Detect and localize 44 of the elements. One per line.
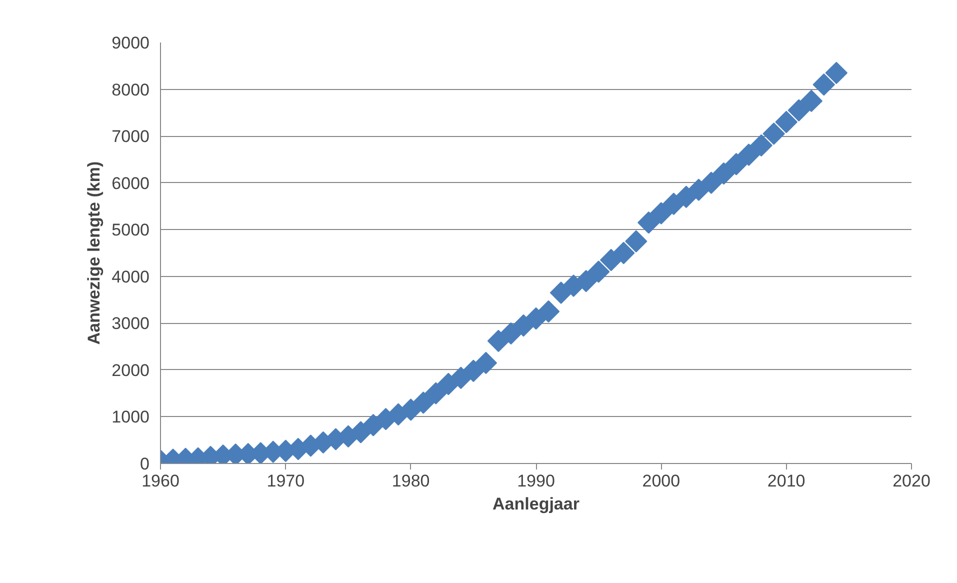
point bbox=[638, 211, 660, 234]
point bbox=[450, 366, 472, 390]
point bbox=[537, 300, 560, 323]
point bbox=[500, 322, 522, 345]
point bbox=[800, 90, 822, 112]
y-tick-label: 9000 bbox=[112, 34, 150, 52]
point bbox=[825, 62, 848, 84]
point bbox=[700, 172, 722, 194]
point bbox=[762, 122, 785, 145]
y-tick-label: 1000 bbox=[112, 408, 150, 427]
y-tick-label: 5000 bbox=[112, 220, 150, 240]
x-tick-label: 2010 bbox=[767, 472, 806, 490]
x-tick-label: 1990 bbox=[517, 472, 555, 490]
point bbox=[712, 162, 735, 185]
point bbox=[725, 153, 748, 176]
x-tick-label: 1960 bbox=[142, 472, 180, 490]
y-tick-label: 7000 bbox=[112, 127, 150, 146]
point bbox=[487, 330, 510, 352]
y-tick-label: 6000 bbox=[112, 174, 150, 193]
x-tick-label: 1970 bbox=[266, 472, 305, 490]
point bbox=[738, 144, 760, 166]
point bbox=[612, 242, 635, 264]
x-axis-title: Aanlegjaar bbox=[492, 494, 580, 514]
x-tick-label: 1980 bbox=[392, 472, 430, 490]
point bbox=[587, 260, 610, 283]
y-tick-label: 0 bbox=[140, 454, 150, 474]
y-tick-label: 3000 bbox=[112, 314, 150, 334]
x-tick-label: 2000 bbox=[642, 472, 680, 490]
y-axis-title: Aanwezige lengte (km) bbox=[84, 161, 104, 345]
y-tick-label: 2000 bbox=[112, 360, 150, 380]
point bbox=[662, 192, 685, 215]
point bbox=[788, 99, 810, 122]
point bbox=[812, 73, 835, 96]
point bbox=[750, 134, 772, 157]
point bbox=[775, 110, 798, 134]
point bbox=[650, 202, 672, 224]
point bbox=[462, 360, 485, 382]
y-tick-label: 8000 bbox=[112, 80, 150, 100]
point bbox=[424, 382, 447, 404]
x-tick-label: 2020 bbox=[892, 472, 930, 490]
point bbox=[625, 230, 648, 252]
point bbox=[412, 392, 434, 414]
point bbox=[474, 352, 498, 374]
y-tick-label: 4000 bbox=[112, 267, 150, 286]
